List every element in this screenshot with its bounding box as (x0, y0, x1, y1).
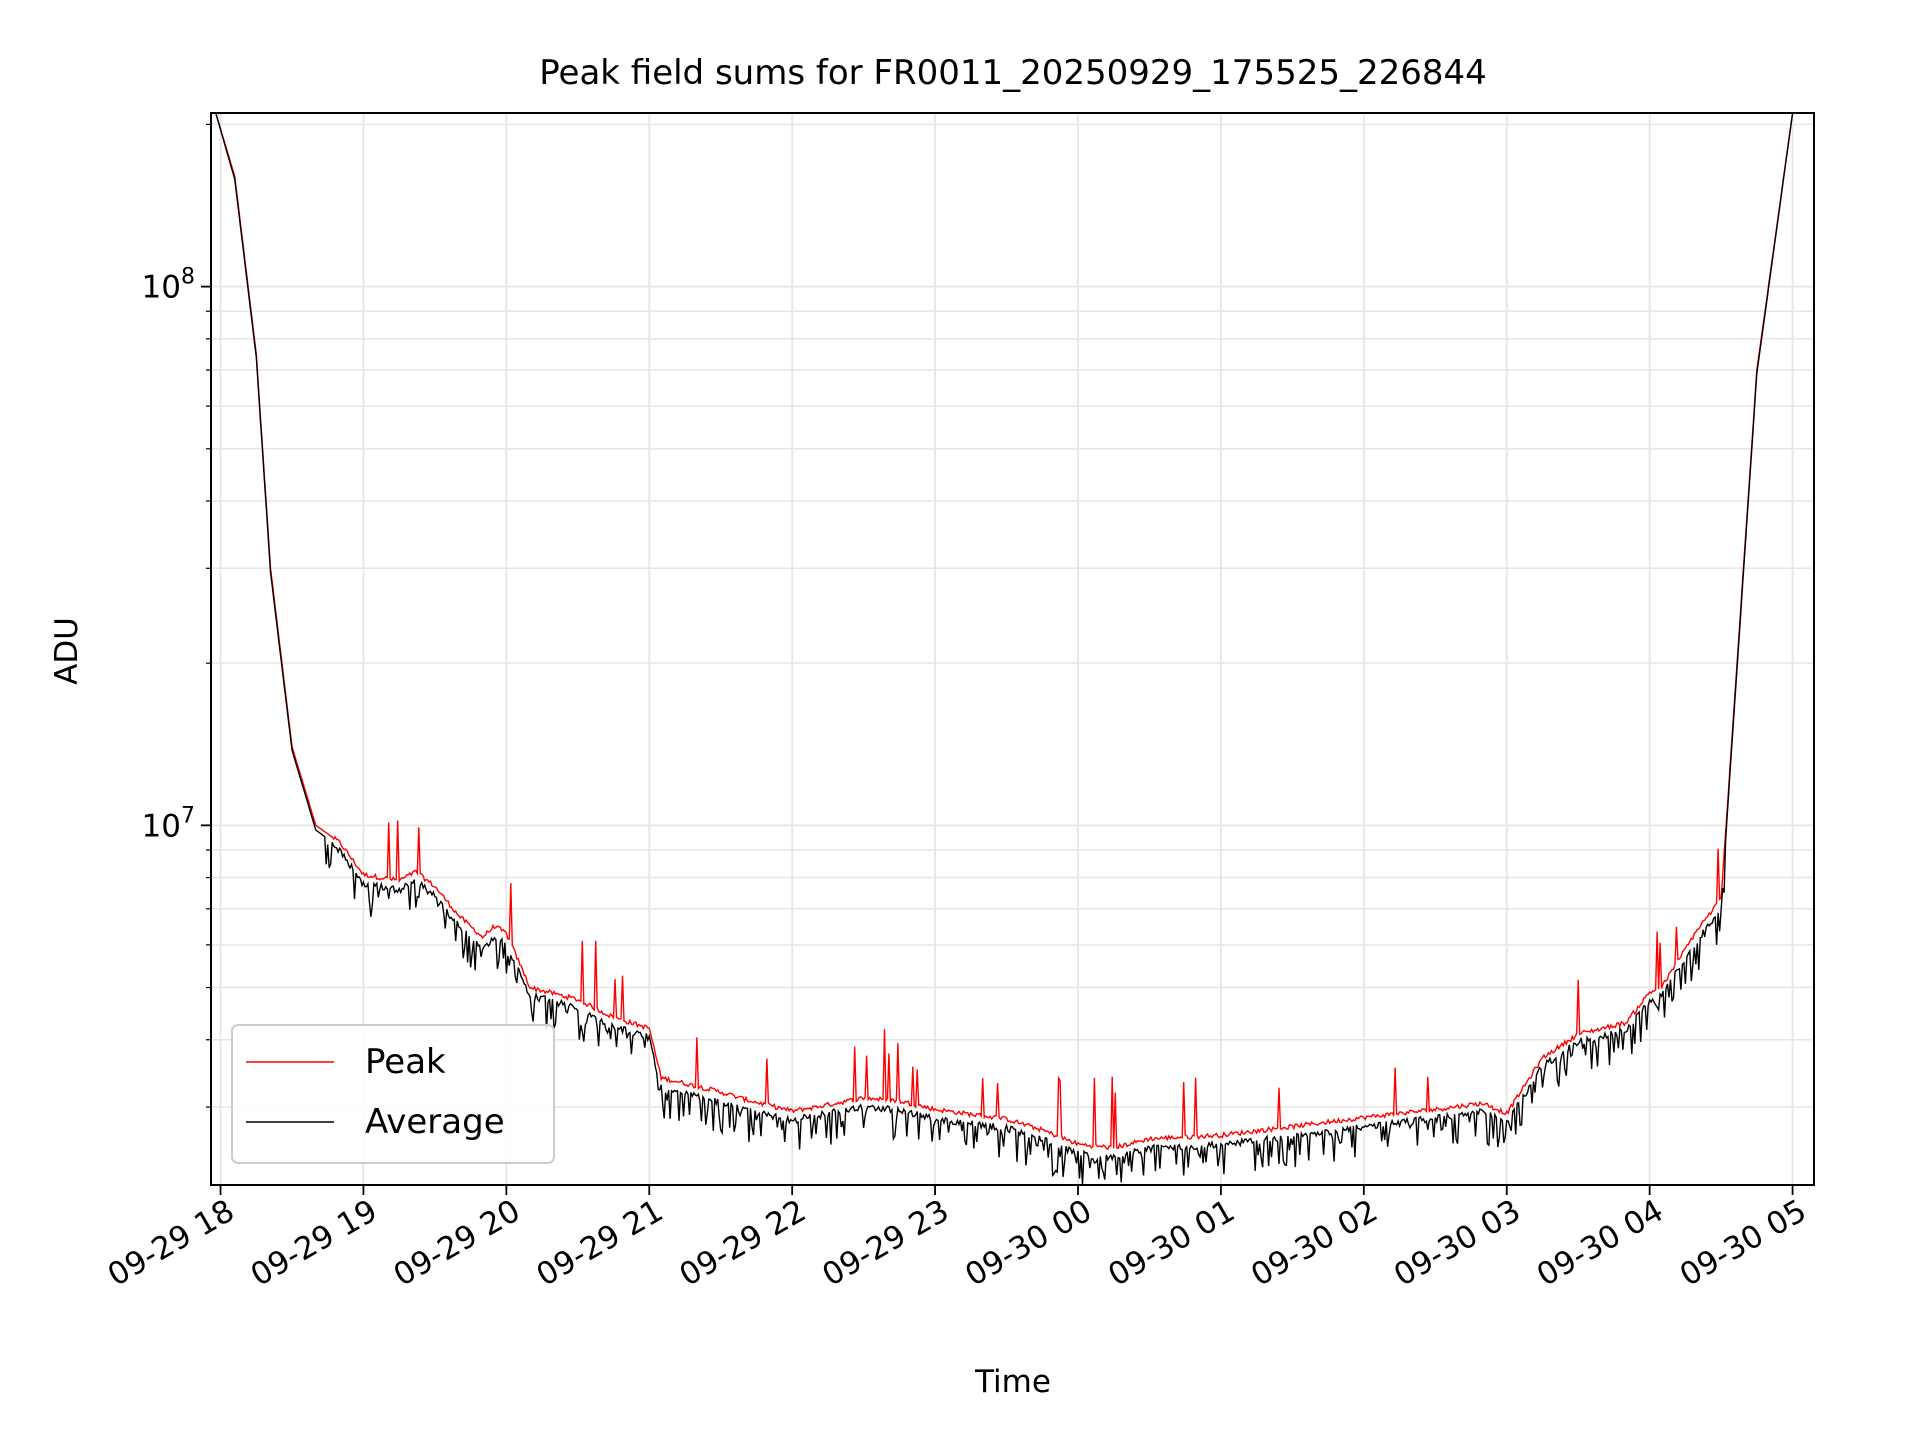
legend-label-average: Average (365, 1102, 505, 1142)
y-tick-label-exponent: 8 (181, 265, 195, 290)
y-tick-label-base: 10 (142, 808, 181, 844)
series-line-peak (215, 112, 1794, 1151)
axes-frame (210, 112, 1815, 1186)
legend-box (231, 1024, 555, 1164)
plot-area (215, 112, 1794, 1186)
y-tick-label: 107 (142, 803, 195, 844)
legend-label-peak: Peak (365, 1042, 446, 1082)
chart-title: Peak field sums for FR0011_20250929_1755… (539, 53, 1487, 93)
y-tick-label-exponent: 7 (181, 803, 195, 828)
series-line-average (215, 112, 1794, 1186)
y-tick-label-base: 10 (142, 270, 181, 306)
grid (211, 113, 1814, 1185)
legend: Peak Average (231, 1024, 555, 1164)
y-axis-label: ADU (49, 617, 85, 685)
y-tick-label: 108 (142, 265, 195, 306)
x-axis-label: Time (974, 1364, 1051, 1400)
